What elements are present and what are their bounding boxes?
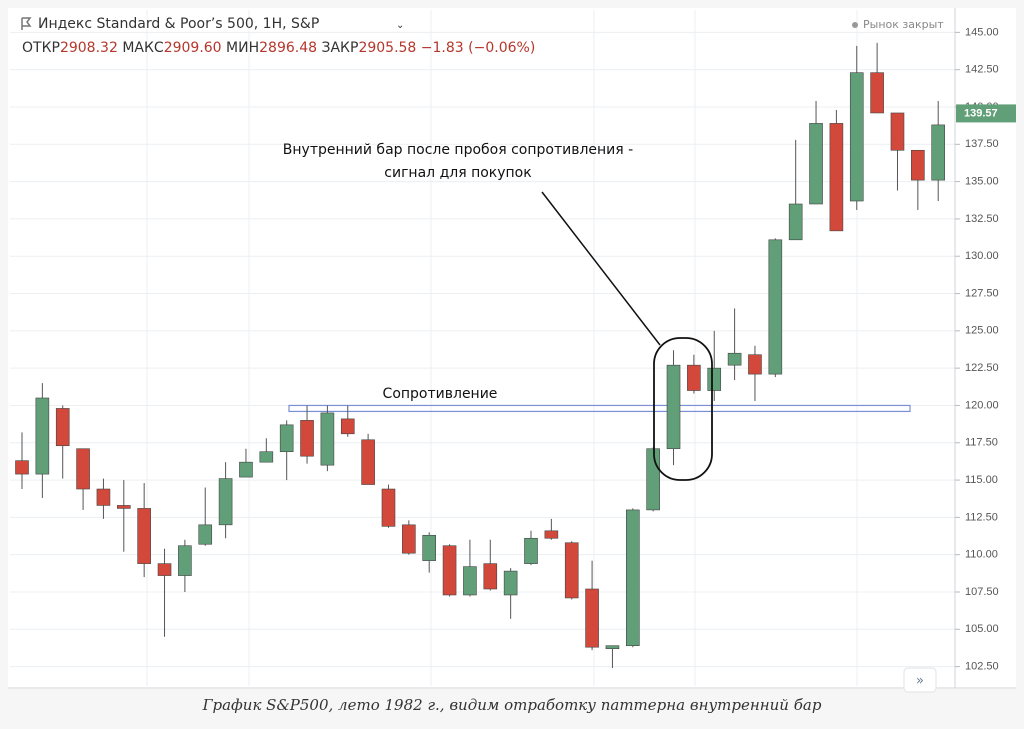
candle-body bbox=[890, 112, 905, 151]
last-price-box bbox=[956, 104, 1016, 123]
ohlc-value: 2905.58 bbox=[358, 40, 416, 56]
candle-body bbox=[178, 545, 192, 576]
market-status: Рынок закрыт bbox=[863, 18, 944, 31]
candle-body bbox=[605, 645, 620, 649]
candles bbox=[15, 42, 946, 669]
status-dot bbox=[852, 22, 858, 28]
candle-body bbox=[646, 448, 660, 511]
chart-title: Индекс Standard & Poor’s 500, 1H, S&P bbox=[38, 16, 319, 32]
y-tick-label: 142.50 bbox=[965, 64, 999, 76]
caption: График S&P500, лето 1982 г., видим отраб… bbox=[202, 696, 822, 714]
y-tick-label: 137.50 bbox=[965, 138, 999, 150]
candle-body bbox=[15, 460, 29, 475]
candle-body bbox=[442, 545, 457, 596]
candle-body bbox=[849, 72, 864, 202]
annotation-line: сигнал для покупок bbox=[384, 165, 531, 181]
candle-body bbox=[585, 588, 599, 648]
y-tick-label: 112.50 bbox=[965, 511, 998, 523]
y-tick-label: 135.00 bbox=[965, 176, 999, 188]
highlight-ellipse bbox=[653, 337, 713, 481]
title-dropdown[interactable]: ⌄ bbox=[396, 20, 404, 31]
candle-body bbox=[35, 397, 50, 475]
y-tick-label: 125.00 bbox=[965, 325, 999, 337]
y-tick-label: 102.50 bbox=[965, 661, 999, 673]
ohlc-label: МАКС bbox=[122, 40, 164, 56]
candle-body bbox=[279, 424, 294, 453]
scroll-button[interactable] bbox=[903, 667, 937, 693]
candle-body bbox=[483, 563, 498, 590]
candle-body bbox=[96, 488, 111, 506]
candle-body bbox=[422, 534, 437, 561]
candle-body bbox=[564, 542, 579, 599]
ohlc-label: ЗАКР bbox=[322, 40, 359, 56]
y-tick-label: 110.00 bbox=[965, 549, 998, 561]
candle-body bbox=[666, 364, 681, 450]
candle-body bbox=[198, 524, 213, 545]
annotation-arrow bbox=[541, 191, 661, 346]
candle-body bbox=[259, 451, 274, 463]
candle-body bbox=[300, 420, 314, 457]
grid bbox=[10, 31, 955, 668]
y-tick-label: 117.50 bbox=[965, 437, 998, 449]
ohlc-value: 2908.32 bbox=[60, 40, 118, 56]
symbol-icon bbox=[21, 17, 32, 30]
candle-body bbox=[768, 239, 783, 375]
candle-body bbox=[320, 412, 335, 466]
candle-body bbox=[76, 448, 90, 490]
y-tick-label: 130.00 bbox=[965, 250, 999, 262]
candle-body bbox=[544, 530, 559, 539]
candle-body bbox=[524, 537, 538, 564]
y-tick-label: 127.50 bbox=[965, 287, 999, 299]
y-tick-label: 122.50 bbox=[965, 362, 999, 374]
candle-body bbox=[707, 367, 722, 391]
candle-body bbox=[402, 524, 416, 554]
candle-body bbox=[157, 563, 172, 576]
candle-body bbox=[503, 570, 518, 596]
candle-body bbox=[340, 418, 355, 435]
resistance-band bbox=[288, 404, 911, 413]
y-tick-label: 132.50 bbox=[965, 213, 999, 225]
resistance-label: Сопротивление bbox=[383, 386, 498, 402]
candle-body bbox=[117, 505, 131, 509]
candle-body bbox=[361, 439, 375, 485]
ohlc-change: −1.83 (−0.06%) bbox=[421, 40, 535, 56]
ohlc-label: МИН bbox=[226, 40, 259, 56]
candle-body bbox=[218, 478, 233, 526]
candle-body bbox=[687, 364, 701, 391]
candle-body bbox=[55, 408, 70, 447]
candle-body bbox=[239, 461, 253, 478]
ohlc-label: ОТКР bbox=[22, 40, 60, 56]
candle-body bbox=[829, 123, 844, 232]
candle-body bbox=[625, 509, 640, 647]
candle-body bbox=[748, 354, 762, 375]
last-price-label: 139.57 bbox=[964, 107, 998, 119]
candle-body bbox=[463, 566, 477, 596]
ohlc-value: 2896.48 bbox=[259, 40, 317, 56]
candle-body bbox=[870, 72, 884, 114]
y-tick-label: 107.50 bbox=[965, 586, 999, 598]
ohlc-value: 2909.60 bbox=[164, 40, 222, 56]
y-tick-label: 145.00 bbox=[965, 26, 999, 38]
y-tick-label: 105.00 bbox=[965, 623, 999, 635]
candle-body bbox=[788, 203, 803, 241]
candle-body bbox=[809, 123, 823, 205]
candle-body bbox=[381, 488, 396, 527]
candle-body bbox=[911, 149, 925, 181]
y-tick-label: 120.00 bbox=[965, 399, 999, 411]
candle-body bbox=[137, 508, 151, 564]
annotation-line: Внутренний бар после пробоя сопротивлени… bbox=[283, 142, 633, 158]
candle-body bbox=[931, 124, 946, 181]
ohlc-legend: ОТКР2908.32 МАКС2909.60 МИН2896.48 ЗАКР2… bbox=[22, 40, 535, 56]
y-axis: 102.50 105.00 107.50 110.00 112.50 115.00 117.… bbox=[955, 26, 1016, 673]
y-tick-label: 115.00 bbox=[965, 474, 998, 486]
candle-body bbox=[727, 352, 742, 366]
scroll-icon[interactable]: » bbox=[916, 674, 924, 689]
